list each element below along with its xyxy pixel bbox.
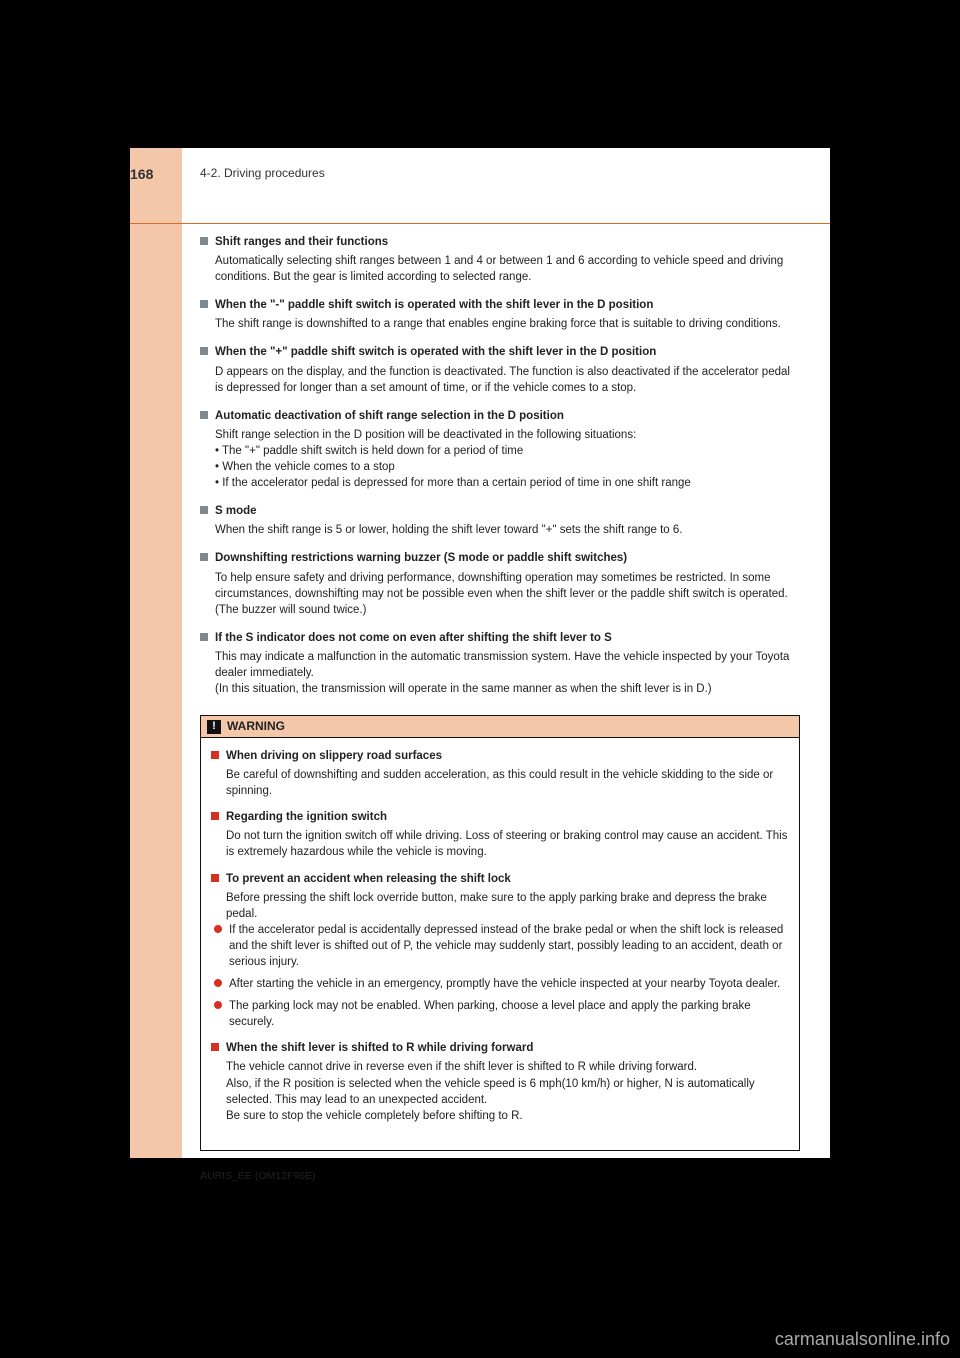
warning-section-title: Regarding the ignition switch: [226, 809, 387, 825]
section-title: If the S indicator does not come on even…: [215, 630, 612, 646]
warning-section: When the shift lever is shifted to R whi…: [211, 1040, 789, 1123]
manual-page: 168 4-2. Driving procedures Shift ranges…: [130, 148, 830, 1158]
warning-icon: !: [207, 720, 221, 734]
section: Downshifting restrictions warning buzzer…: [200, 550, 800, 617]
square-marker-icon: [200, 506, 208, 514]
page-content: Shift ranges and their functions Automat…: [200, 234, 800, 1184]
section: Shift ranges and their functions Automat…: [200, 234, 800, 285]
page-number: 168: [130, 166, 153, 182]
warning-section: Regarding the ignition switch Do not tur…: [211, 809, 789, 860]
warning-section-title: When the shift lever is shifted to R whi…: [226, 1040, 533, 1056]
section-title: When the "-" paddle shift switch is oper…: [215, 297, 653, 313]
section-body: When the shift range is 5 or lower, hold…: [215, 522, 800, 538]
square-marker-icon: [200, 347, 208, 355]
warning-label: WARNING: [227, 718, 285, 735]
red-dot-marker-icon: [214, 925, 222, 933]
section-title: Automatic deactivation of shift range se…: [215, 408, 564, 424]
red-square-marker-icon: [211, 812, 219, 820]
breadcrumb: 4-2. Driving procedures: [200, 166, 325, 180]
warning-header: ! WARNING: [201, 716, 799, 738]
footer-code: AURIS_EE (OM12F96E): [200, 1169, 800, 1184]
warning-bullet: After starting the vehicle in an emergen…: [229, 976, 780, 992]
warning-section: When driving on slippery road surfaces B…: [211, 748, 789, 799]
section-body: To help ensure safety and driving perfor…: [215, 570, 800, 618]
red-dot-marker-icon: [214, 979, 222, 987]
warning-bullet: The parking lock may not be enabled. Whe…: [229, 998, 789, 1030]
section-body: Automatically selecting shift ranges bet…: [215, 253, 800, 285]
section-body: D appears on the display, and the functi…: [215, 364, 800, 396]
warning-section-title: When driving on slippery road surfaces: [226, 748, 442, 764]
section-title: When the "+" paddle shift switch is oper…: [215, 344, 656, 360]
section-body: This may indicate a malfunction in the a…: [215, 649, 800, 697]
section: When the "+" paddle shift switch is oper…: [200, 344, 800, 395]
warning-box: ! WARNING When driving on slippery road …: [200, 715, 800, 1151]
warning-section-body: Before pressing the shift lock override …: [226, 890, 789, 922]
red-square-marker-icon: [211, 874, 219, 882]
section-title: S mode: [215, 503, 257, 519]
side-tab: [130, 148, 182, 1158]
warning-section-body: The vehicle cannot drive in reverse even…: [226, 1059, 789, 1123]
warning-section: To prevent an accident when releasing th…: [211, 871, 789, 1031]
section: Automatic deactivation of shift range se…: [200, 408, 800, 491]
warning-section-body: Do not turn the ignition switch off whil…: [226, 828, 789, 860]
section-title: Shift ranges and their functions: [215, 234, 388, 250]
warning-bullet: If the accelerator pedal is accidentally…: [229, 922, 789, 970]
section: If the S indicator does not come on even…: [200, 630, 800, 697]
warning-section-body: Be careful of downshifting and sudden ac…: [226, 767, 789, 799]
watermark: carmanualsonline.info: [775, 1329, 950, 1350]
section-title: Downshifting restrictions warning buzzer…: [215, 550, 627, 566]
section-body: Shift range selection in the D position …: [215, 427, 800, 491]
square-marker-icon: [200, 633, 208, 641]
warning-section-title: To prevent an accident when releasing th…: [226, 871, 511, 887]
red-square-marker-icon: [211, 1043, 219, 1051]
warning-body: When driving on slippery road surfaces B…: [201, 738, 799, 1150]
section-divider: [130, 223, 830, 224]
section: When the "-" paddle shift switch is oper…: [200, 297, 800, 332]
square-marker-icon: [200, 553, 208, 561]
red-square-marker-icon: [211, 751, 219, 759]
section: S mode When the shift range is 5 or lowe…: [200, 503, 800, 538]
red-dot-marker-icon: [214, 1001, 222, 1009]
square-marker-icon: [200, 411, 208, 419]
square-marker-icon: [200, 300, 208, 308]
section-body: The shift range is downshifted to a rang…: [215, 316, 800, 332]
square-marker-icon: [200, 237, 208, 245]
